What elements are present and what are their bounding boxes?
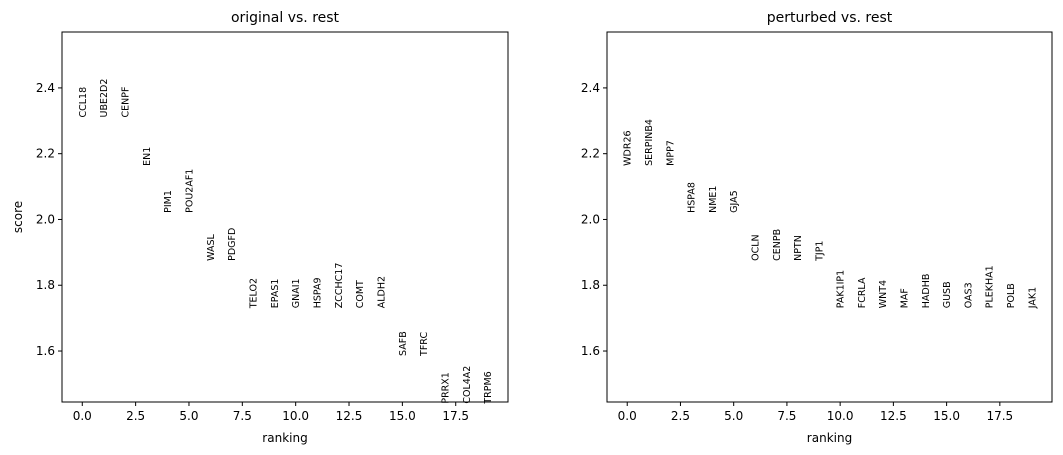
gene-label: NPTN bbox=[793, 235, 804, 261]
gene-label: CENPB bbox=[772, 229, 783, 261]
gene-label: GJA5 bbox=[729, 190, 740, 213]
gene-label: CENPF bbox=[120, 87, 131, 118]
gene-label: NME1 bbox=[708, 186, 719, 213]
gene-label: TELO2 bbox=[248, 278, 259, 309]
gene-label: TJP1 bbox=[814, 241, 825, 262]
x-tick-label: 5.0 bbox=[179, 409, 198, 423]
gene-label: OCLN bbox=[750, 234, 761, 261]
gene-label: TFRC bbox=[419, 332, 430, 357]
gene-label: CCL18 bbox=[78, 87, 89, 118]
gene-label: GUSB bbox=[942, 281, 953, 308]
gene-label: MAF bbox=[900, 288, 911, 308]
x-tick-label: 10.0 bbox=[282, 409, 309, 423]
gene-label: SERPINB4 bbox=[644, 119, 655, 166]
x-axis-label: ranking bbox=[807, 431, 852, 445]
x-tick-label: 10.0 bbox=[827, 409, 854, 423]
x-tick-label: 15.0 bbox=[933, 409, 960, 423]
x-tick-label: 17.5 bbox=[986, 409, 1013, 423]
gene-label: PIM1 bbox=[163, 190, 174, 213]
gene-label: HSPA9 bbox=[313, 277, 324, 308]
x-tick-label: 17.5 bbox=[442, 409, 469, 423]
gene-label: EPAS1 bbox=[270, 279, 281, 309]
axes-frame bbox=[606, 31, 1053, 403]
gene-label: FCRLA bbox=[857, 277, 868, 308]
gene-label: COL4A2 bbox=[462, 366, 473, 404]
gene-label: ALDH2 bbox=[377, 276, 388, 308]
gene-label: POU2AF1 bbox=[184, 169, 195, 213]
y-tick-label: 2.4 bbox=[36, 81, 55, 95]
gene-label: MPP7 bbox=[665, 140, 676, 166]
gene-label: PLEKHA1 bbox=[985, 265, 996, 308]
gene-label: PDGFD bbox=[227, 228, 238, 261]
y-tick-label: 2.2 bbox=[581, 147, 600, 161]
gene-label: JAK1 bbox=[1027, 287, 1038, 309]
y-tick-label: 2.0 bbox=[581, 212, 600, 226]
x-tick-label: 0.0 bbox=[73, 409, 92, 423]
axes-frame bbox=[61, 31, 509, 403]
x-tick-label: 2.5 bbox=[671, 409, 690, 423]
gene-label: POLB bbox=[1006, 283, 1017, 308]
x-tick-label: 12.5 bbox=[880, 409, 907, 423]
x-tick-label: 12.5 bbox=[336, 409, 363, 423]
gene-label: TRPM6 bbox=[483, 371, 494, 404]
gene-label: UBE2D2 bbox=[99, 79, 110, 118]
x-tick-label: 15.0 bbox=[389, 409, 416, 423]
gene-label: GNAI1 bbox=[291, 278, 302, 308]
gene-label: HSPA8 bbox=[687, 182, 698, 213]
y-tick-label: 1.8 bbox=[581, 278, 600, 292]
gene-label: HADHB bbox=[921, 274, 932, 309]
x-tick-label: 2.5 bbox=[126, 409, 145, 423]
y-tick-label: 1.6 bbox=[581, 344, 600, 358]
x-axis-label: ranking bbox=[262, 431, 307, 445]
x-tick-label: 5.0 bbox=[724, 409, 743, 423]
gene-label: WNT4 bbox=[878, 280, 889, 308]
gene-label: PAK1IP1 bbox=[836, 270, 847, 308]
gene-label: EN1 bbox=[142, 147, 153, 166]
x-tick-label: 7.5 bbox=[777, 409, 796, 423]
gene-label: SAFB bbox=[398, 331, 409, 356]
gene-label: COMT bbox=[355, 280, 366, 308]
y-tick-label: 1.6 bbox=[36, 344, 55, 358]
y-tick-label: 1.8 bbox=[36, 278, 55, 292]
x-tick-label: 0.0 bbox=[618, 409, 637, 423]
gene-label: OAS3 bbox=[963, 282, 974, 308]
chart-title: perturbed vs. rest bbox=[767, 10, 893, 26]
chart-title: original vs. rest bbox=[231, 10, 340, 26]
gene-label: WDR26 bbox=[623, 130, 634, 165]
y-axis-label: score bbox=[11, 201, 25, 233]
y-tick-label: 2.0 bbox=[36, 212, 55, 226]
gene-label: PRRX1 bbox=[441, 372, 452, 403]
y-tick-label: 2.2 bbox=[36, 147, 55, 161]
y-tick-label: 2.4 bbox=[581, 81, 600, 95]
gene-label: ZCCHC17 bbox=[334, 263, 345, 309]
x-tick-label: 7.5 bbox=[233, 409, 252, 423]
gene-label: WASL bbox=[206, 234, 217, 261]
